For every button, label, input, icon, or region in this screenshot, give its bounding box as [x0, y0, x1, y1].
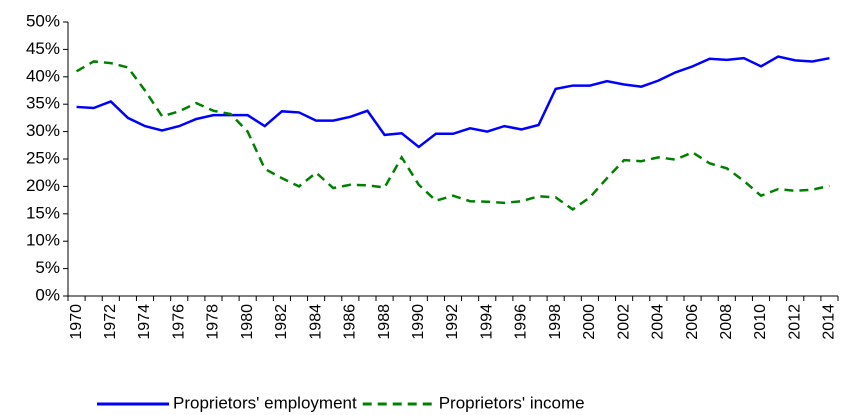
legend-label: Proprietors' income [439, 393, 585, 412]
y-tick-label: 25% [26, 148, 60, 167]
series-line [75, 60, 830, 211]
y-tick-label: 30% [26, 121, 60, 140]
x-tick-label: 2006 [684, 304, 701, 340]
y-tick-label: 45% [26, 39, 60, 58]
x-tick-label: 2008 [718, 304, 735, 340]
x-tick-label: 1994 [478, 304, 495, 340]
x-tick-label: 2000 [581, 304, 598, 340]
x-tick-label: 2012 [786, 304, 803, 340]
x-tick-label: 1972 [102, 304, 119, 340]
x-tick-label: 1996 [513, 304, 530, 340]
x-tick-label: 2014 [821, 304, 838, 340]
x-tick-label: 1978 [205, 304, 222, 340]
x-tick-label: 1980 [239, 304, 256, 340]
y-tick-label: 40% [26, 66, 60, 85]
x-tick-label: 2010 [752, 304, 769, 340]
y-tick-label: 0% [35, 285, 60, 304]
y-tick-label: 50% [26, 11, 60, 30]
y-tick-label: 10% [26, 231, 60, 250]
x-tick-label: 2002 [615, 304, 632, 340]
legend: Proprietors' employment Proprietors' inco… [97, 393, 585, 412]
x-tick-label: 1986 [342, 304, 359, 340]
y-tick-label: 20% [26, 176, 60, 195]
x-tick-label: 1974 [136, 304, 153, 340]
y-tick-label: 5% [35, 258, 60, 277]
x-tick-label: 1990 [410, 304, 427, 340]
y-tick-label: 35% [26, 94, 60, 113]
legend-label: Proprietors' employment [173, 393, 357, 412]
x-tick-label: 1998 [547, 304, 564, 340]
x-tick-label: 2004 [650, 304, 667, 340]
x-tick-label: 1984 [307, 304, 324, 340]
y-tick-label: 15% [26, 203, 60, 222]
x-tick-label: 1988 [376, 304, 393, 340]
x-tick-label: 1970 [68, 304, 85, 340]
series-line [76, 55, 830, 149]
x-tick-label: 1982 [273, 304, 290, 340]
x-tick-label: 1992 [444, 304, 461, 340]
x-tick-label: 1976 [170, 304, 187, 340]
